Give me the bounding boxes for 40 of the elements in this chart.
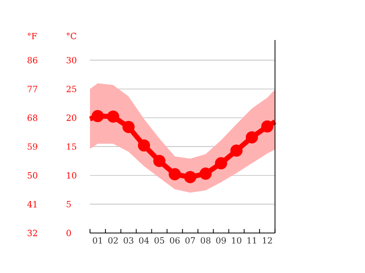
point bbox=[230, 144, 243, 157]
point bbox=[107, 110, 120, 123]
x-tick-label: 09 bbox=[216, 237, 226, 244]
y2-tick-label: 41 bbox=[27, 201, 37, 208]
point bbox=[92, 110, 104, 122]
x-tick-label: 12 bbox=[262, 237, 272, 244]
x-tick-label: 07 bbox=[185, 237, 196, 244]
y-axis-title: °C bbox=[66, 32, 76, 40]
x-tick-label: 01 bbox=[92, 237, 102, 244]
y2-tick-label: 77 bbox=[28, 86, 38, 92]
point bbox=[184, 171, 196, 184]
y-tick-label: 5 bbox=[66, 201, 71, 208]
point bbox=[122, 120, 135, 134]
x-tick-label: 11 bbox=[248, 237, 256, 244]
x-tick-label: 06 bbox=[170, 237, 180, 244]
x-tick-label: 03 bbox=[124, 237, 134, 244]
y2-tick-label: 50 bbox=[28, 172, 38, 179]
point bbox=[153, 154, 166, 168]
y-tick-label: 15 bbox=[67, 143, 76, 150]
x-tick-label: 05 bbox=[154, 237, 164, 244]
x-tick-label: 04 bbox=[139, 237, 149, 244]
y2-tick-label: 68 bbox=[28, 114, 38, 121]
y-tick-label: 0 bbox=[66, 230, 71, 236]
x-tick-label: 08 bbox=[200, 237, 210, 244]
y-tick-label: 20 bbox=[66, 114, 76, 121]
point bbox=[214, 157, 228, 170]
x-tick-label: 02 bbox=[108, 237, 118, 244]
point bbox=[246, 131, 258, 144]
point bbox=[200, 168, 212, 180]
point bbox=[261, 120, 274, 133]
y2-axis-title: °F bbox=[28, 32, 37, 40]
y2-tick-label: 86 bbox=[28, 56, 38, 64]
y-tick-label: 25 bbox=[66, 86, 76, 92]
y-tick-label: 10 bbox=[67, 172, 76, 179]
y2-tick-label: 59 bbox=[28, 143, 38, 150]
y2-tick-label: 32 bbox=[28, 230, 38, 236]
point bbox=[168, 168, 181, 180]
x-tick-label: 10 bbox=[232, 237, 242, 244]
point bbox=[138, 139, 150, 152]
y-tick-label: 30 bbox=[66, 56, 76, 64]
